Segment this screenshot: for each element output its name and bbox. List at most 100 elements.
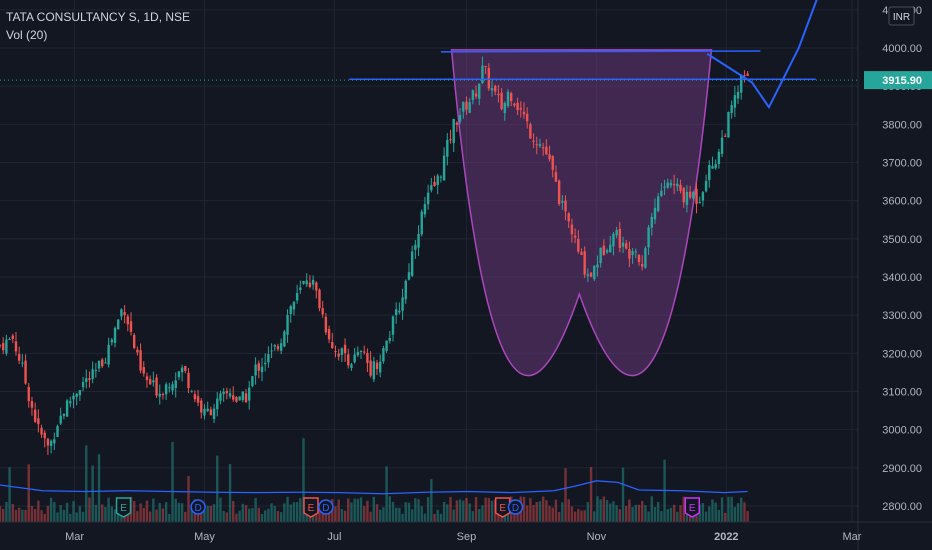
dividend-marker-icon	[318, 499, 334, 515]
candle-body	[490, 88, 494, 91]
volume-bar	[136, 511, 139, 522]
volume-bar	[81, 511, 85, 522]
volume-bar	[720, 497, 724, 522]
y-axis[interactable]: 2800.00 2900.00 3000.00 3100.00 3200.00 3300.…	[858, 0, 932, 550]
volume-bar	[669, 507, 673, 522]
candle-body	[557, 180, 561, 204]
candle-body	[586, 274, 590, 277]
event-marker-E[interactable]: E	[684, 497, 700, 518]
candle-body	[132, 334, 136, 348]
volume-bar	[535, 502, 538, 522]
event-marker-E[interactable]: E	[115, 497, 132, 518]
volume-bar	[522, 496, 526, 522]
volume-bar	[155, 509, 158, 522]
volume-bar	[78, 506, 82, 522]
volume-bar	[340, 509, 344, 522]
candle-body	[286, 315, 289, 335]
candle-body	[43, 432, 46, 439]
symbol-title[interactable]: TATA CONSULTANCY S, 1D, NSE	[6, 10, 191, 24]
candle-body	[522, 111, 526, 115]
candle-body	[398, 310, 401, 313]
candle-body	[136, 349, 139, 353]
candle-body	[388, 337, 391, 341]
candle-body	[743, 75, 746, 77]
candle-body	[484, 65, 487, 67]
candle-body	[714, 164, 717, 169]
volume-bar	[398, 507, 401, 522]
volume-bar	[746, 511, 749, 522]
candle-body	[219, 393, 222, 401]
volume-bar	[286, 496, 289, 522]
volume-bar	[711, 499, 714, 522]
trend-lines[interactable]	[0, 0, 858, 110]
resistance-line	[440, 50, 761, 53]
candle-body	[276, 346, 280, 350]
volume-bar	[382, 507, 385, 522]
volume-bar	[0, 506, 2, 522]
volume-bar	[203, 509, 206, 522]
event-marker-label: D	[322, 503, 329, 514]
candle-body	[113, 327, 117, 343]
volume-bar	[446, 504, 449, 522]
candle-body	[471, 90, 475, 100]
volume-bar	[647, 511, 650, 522]
y-tick-label: 3300.00	[882, 310, 922, 322]
volume-bar	[618, 509, 622, 522]
candle-body	[81, 381, 85, 388]
volume-bar	[644, 505, 647, 522]
volume-bar	[593, 511, 596, 522]
volume-bar	[241, 503, 245, 522]
candle-body	[618, 228, 622, 249]
candle-body	[327, 329, 331, 340]
event-marker-D[interactable]: D	[190, 499, 206, 515]
event-marker-E[interactable]: E	[303, 497, 319, 518]
dividend-marker-icon	[507, 499, 524, 515]
event-marker-label: E	[499, 503, 506, 514]
candle-body	[273, 345, 276, 347]
candle-body	[593, 265, 596, 280]
last-price-badge	[864, 71, 932, 90]
volume-bar	[404, 502, 407, 522]
candle-body	[442, 155, 446, 181]
volume-bar	[660, 511, 663, 522]
volume-bar	[107, 497, 110, 522]
event-marker-D[interactable]: D	[318, 499, 334, 515]
volume-bar	[366, 500, 369, 522]
candle-body	[394, 309, 398, 316]
candle-body	[679, 184, 682, 191]
volume-indicator-label[interactable]: Vol (20)	[6, 28, 48, 42]
volume-bar	[672, 504, 676, 522]
x-tick-label: Nov	[587, 531, 607, 543]
candle-body	[232, 395, 235, 400]
candle-body	[155, 377, 158, 396]
candle-body	[0, 345, 2, 347]
event-marker-E[interactable]: E	[494, 497, 511, 518]
candle-body	[577, 238, 580, 252]
volume-bar	[426, 497, 430, 522]
candle-body	[385, 340, 388, 351]
x-tick-label: Jul	[327, 531, 341, 543]
candle-body	[433, 181, 436, 187]
candle-body	[62, 413, 66, 416]
candle-body	[708, 164, 711, 181]
candle-body	[56, 426, 59, 437]
volume-bar	[478, 509, 481, 522]
candle-body	[267, 354, 270, 363]
volume-bar	[727, 496, 730, 522]
event-marker-label: E	[120, 503, 127, 514]
volume-bar	[276, 511, 280, 522]
volume-bar	[484, 497, 487, 522]
candle-body	[669, 182, 673, 186]
candle-body	[305, 280, 308, 285]
volume-bar	[436, 509, 439, 522]
candle-body	[11, 335, 14, 339]
volume-bar	[267, 508, 270, 522]
candle-body	[315, 282, 318, 291]
candle-body	[260, 366, 264, 373]
event-marker-D[interactable]: D	[507, 499, 524, 515]
earnings-marker-icon	[684, 497, 700, 518]
